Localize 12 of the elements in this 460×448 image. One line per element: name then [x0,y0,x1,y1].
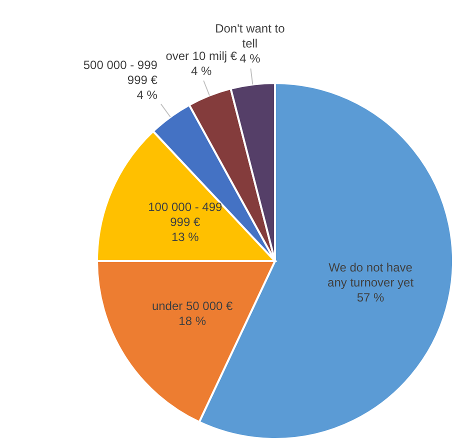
data-label: 57 % [356,290,385,304]
data-label: 4 % [191,64,212,78]
slice-label: Don't want to tell [215,22,286,51]
slice-label: under 50 000 € [152,298,234,313]
data-label: 18 % [178,314,206,328]
slice-label: over 10 milj € [166,49,238,64]
data-label: 4 % [240,52,261,66]
data-label: 13 % [171,230,200,244]
data-label: 4 % [136,88,158,102]
slice-label: 100 000 - 499 999 € [148,200,223,230]
slice-label: 500 000 - 999 999 € [83,58,158,88]
slice-label: We do not have any turnover yet [328,260,414,290]
